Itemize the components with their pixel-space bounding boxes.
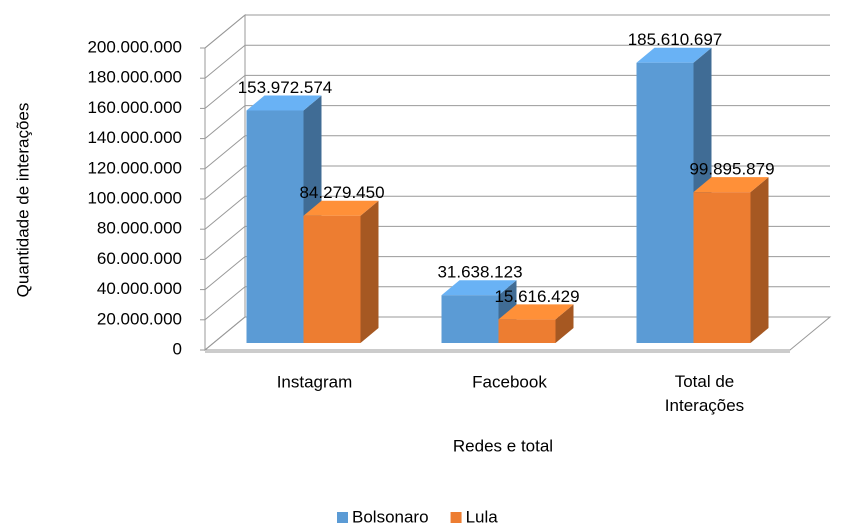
y-tick-label: 60.000.000 [97,249,182,268]
y-tick-label: 40.000.000 [97,279,182,298]
grid-line [204,135,246,170]
grid-line [204,165,246,200]
bar-top [246,95,322,111]
legend-swatch [450,512,462,523]
x-axis-label: Redes e total [453,436,553,455]
y-tick-label: 20.000.000 [97,309,182,328]
bar-side [555,304,574,343]
x-tick-label-line: Interações [665,396,744,415]
data-label: 185.610.697 [628,30,723,49]
grid-line [204,316,246,351]
grid-line [204,75,246,109]
grid-line [204,226,246,260]
grid-line [204,14,246,49]
grid-line [204,256,246,290]
legend-label: Lula [466,507,499,525]
y-tick-label: 200.000.000 [87,37,182,56]
y-tick-label: 100.000.000 [87,188,182,207]
bar-front [498,319,556,343]
data-label: 31.638.123 [437,263,522,282]
y-tick-label: 160.000.000 [87,98,182,117]
bar-front [441,295,499,343]
bar-top [498,304,574,320]
bar-front [693,192,751,343]
data-label: 15.616.429 [494,287,579,306]
bar-front [303,215,361,343]
bar [303,200,379,343]
bar-front [636,62,694,344]
y-tick-label: 80.000.000 [97,219,182,238]
data-label: 99.895.879 [689,160,774,179]
bar [441,280,517,343]
y-tick-label: 140.000.000 [87,128,182,147]
grid-line [204,286,246,321]
bar [693,177,769,343]
y-tick-label: 120.000.000 [87,158,182,177]
bar-top [441,280,517,296]
bar-top [636,47,712,63]
grid-line [204,44,246,79]
x-tick-label: Total de Interações [665,372,744,415]
data-label: 153.972.574 [238,78,333,97]
legend-swatch [337,512,348,523]
legend-label: Bolsonaro [352,507,429,525]
y-tick-label: 180.000.000 [87,68,182,87]
grid-line [204,105,246,139]
x-tick-label: Instagram [277,372,353,391]
y-tick-label: 0 [173,339,182,358]
bar-front [246,110,304,344]
bar-side [360,200,379,343]
grid-line [204,195,246,230]
bar [498,304,574,343]
bar-top [303,200,379,216]
x-tick-label-line: Total de [675,372,735,391]
y-axis-label: Quantidade de interações [13,103,32,298]
bar-top [693,177,769,193]
bar-side [750,177,769,343]
x-tick-label: Facebook [472,372,547,391]
data-label: 84.279.450 [299,183,384,202]
